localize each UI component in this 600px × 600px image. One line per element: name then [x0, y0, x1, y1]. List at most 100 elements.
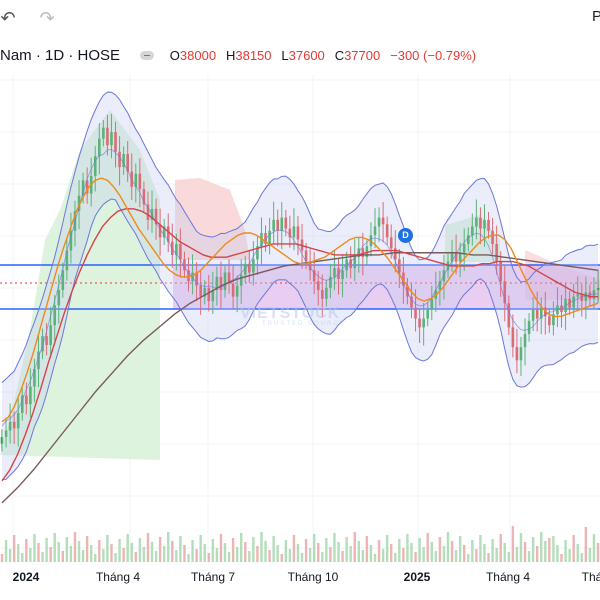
candle-body [280, 217, 284, 231]
high-label: H [225, 48, 236, 63]
candle-body [430, 298, 434, 310]
volume-bar [377, 540, 381, 562]
volume-bar [418, 538, 421, 562]
candle-body [65, 250, 69, 271]
volume-bar [479, 535, 482, 562]
candle-body [438, 281, 442, 291]
volume-bar [422, 547, 425, 562]
volume-bar [203, 544, 206, 562]
volume-bar [353, 532, 356, 562]
candle-body [37, 351, 40, 370]
volume-bar [475, 549, 478, 562]
volume-bar [280, 554, 283, 562]
volume-bar [154, 551, 158, 562]
volume-bar [442, 546, 446, 562]
candle-body [219, 276, 223, 291]
volume-bar [406, 534, 409, 562]
volume-bar [73, 532, 77, 562]
candle-body [365, 246, 369, 258]
bollinger-lower [2, 198, 599, 480]
time-axis[interactable]: 2024 Tháng 4 Tháng 7 Tháng 10 2025 Tháng 4 Thá [0, 564, 600, 600]
candle-body [81, 180, 85, 196]
candle-body [377, 217, 381, 227]
volume-bar [162, 546, 166, 562]
candle-body [134, 173, 138, 187]
dividend-marker[interactable]: D [398, 228, 413, 243]
volume-bar [41, 552, 44, 562]
volume-bar [531, 537, 535, 562]
candle-body [126, 154, 129, 172]
volume-bar [454, 550, 458, 562]
candle-body [329, 276, 332, 288]
undo-arrow-icon[interactable]: ↶ [0, 8, 16, 28]
candle-body [85, 180, 89, 194]
candle-body [560, 305, 563, 312]
candle-body [349, 259, 352, 269]
price-chart[interactable] [0, 0, 600, 564]
candle-body [406, 285, 409, 297]
bollinger-middle [1, 148, 599, 427]
candle-body [422, 318, 425, 328]
volume-bar [369, 545, 373, 562]
volume-bar [548, 538, 551, 562]
candle-body [333, 268, 336, 277]
x-tick-label: 2024 [12, 570, 40, 584]
candle-body [487, 219, 490, 231]
volume-bar [588, 548, 592, 562]
open-value: 38000 [179, 48, 217, 63]
volume-bar [21, 553, 24, 562]
volume-bar [580, 553, 583, 562]
volume-bar [552, 536, 555, 562]
collapse-legend-icon[interactable] [139, 50, 154, 60]
candle-body [203, 287, 207, 297]
candle-body [175, 243, 178, 255]
x-tick-label: Tháng 7 [190, 570, 236, 584]
volume-bar [215, 548, 219, 562]
symbol-title[interactable]: Nam · 1D · HOSE [0, 47, 121, 64]
volume-bar [4, 540, 8, 562]
volume-bar [312, 534, 316, 562]
candle-body [458, 252, 462, 262]
volume-bar [463, 545, 466, 562]
volume-bar [471, 540, 474, 562]
candle-body [8, 421, 12, 431]
candle-body [191, 272, 194, 282]
volume-bar [37, 543, 40, 562]
x-tick-label: Tháng 10 [287, 570, 339, 584]
volume-bar [495, 548, 498, 562]
candle-body [252, 259, 255, 273]
volume-bar [426, 533, 429, 562]
candle-body [211, 290, 215, 302]
volume-bar [235, 547, 239, 562]
volume-bar [130, 543, 133, 562]
candle-body [515, 347, 519, 361]
volume-bar [292, 535, 296, 562]
volume-bar [167, 532, 170, 562]
candle-body [292, 226, 296, 238]
volume-bar [61, 551, 65, 562]
candle-body [353, 257, 357, 269]
toolbar-right-label[interactable]: P [591, 8, 600, 25]
volume-bar [69, 546, 73, 562]
volume-bar [57, 542, 60, 562]
volume-bar [102, 549, 105, 562]
candle-body [183, 259, 186, 271]
volume-bar [53, 533, 56, 562]
volume-bar [126, 534, 129, 562]
candle-body [231, 283, 235, 297]
candle-body [154, 208, 158, 225]
volume-bar [260, 532, 263, 562]
candle-body [446, 261, 450, 271]
redo-arrow-icon[interactable]: ↷ [39, 8, 55, 28]
close-label: C [334, 48, 345, 63]
candle-body [414, 307, 417, 319]
volume-bar [150, 542, 154, 562]
volume-bar [268, 550, 271, 562]
candle-body [475, 217, 478, 227]
volume-bar [94, 554, 97, 562]
volume-bar [402, 548, 405, 562]
candle-body [33, 369, 36, 387]
volume-bar [458, 536, 462, 562]
candle-body [539, 307, 543, 319]
candle-body [77, 195, 81, 212]
